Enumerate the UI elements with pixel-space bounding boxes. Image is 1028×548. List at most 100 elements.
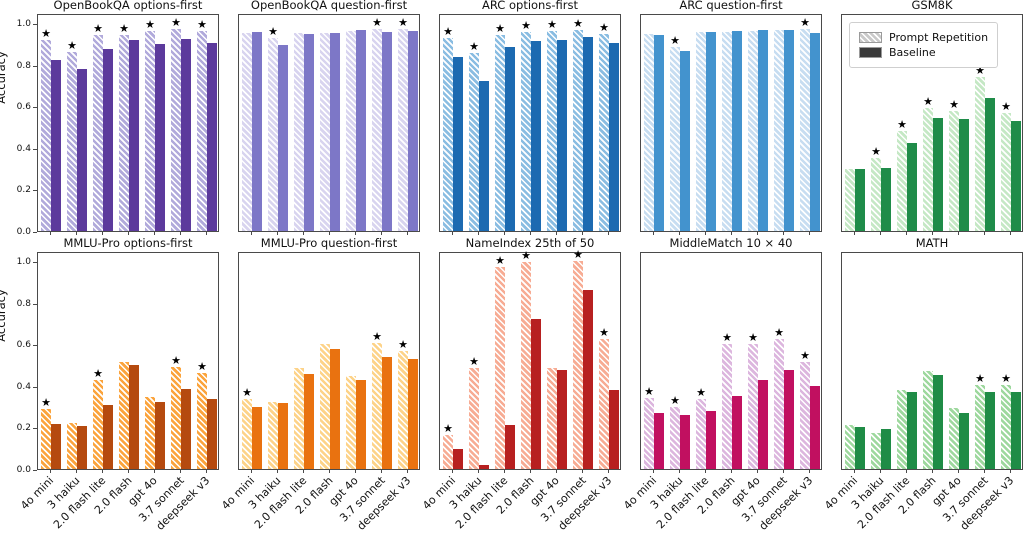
bar-repetition — [800, 361, 810, 469]
bar-baseline — [855, 168, 865, 231]
x-tick-mark — [679, 232, 680, 235]
bar-baseline — [51, 60, 61, 231]
y-tick-mark — [33, 24, 37, 25]
bar-baseline — [583, 36, 593, 231]
plot-area: ★ ★ ★ — [238, 252, 420, 470]
y-tick-label: 0.0 — [16, 465, 31, 475]
bar-baseline — [959, 412, 969, 469]
significance-star: ★ — [1001, 100, 1011, 114]
bar-baseline — [207, 399, 217, 469]
y-tick-mark — [33, 65, 37, 67]
chart-middlematch-10-40: MiddleMatch 10 × 40 ★ ★ ★ ★ ★ ★ ★ 4o mini 3 haiku… — [621, 236, 822, 533]
bar-baseline — [609, 42, 619, 231]
chart-arc-question-first: ARC question-first ★ ★ — [640, 0, 822, 235]
bar-baseline — [382, 356, 392, 469]
bar-baseline — [181, 38, 191, 231]
x-tick-mark — [783, 470, 784, 473]
x-tick-mark — [381, 232, 382, 235]
chart-title: GSM8K — [911, 0, 953, 12]
bar-repetition — [547, 31, 557, 231]
x-tick-mark — [102, 470, 103, 473]
x-tick-mark — [180, 232, 181, 235]
y-tick-label: 0.6 — [16, 102, 31, 113]
x-tick-labels: 4o mini 3 haiku 2.0 flash lite 2.0 flash gpt… — [18, 470, 219, 548]
bar-repetition — [495, 267, 505, 469]
bar-baseline — [382, 31, 392, 231]
significance-star: ★ — [573, 248, 583, 261]
x-tick-mark — [958, 232, 959, 235]
x-tick-mark — [206, 232, 207, 235]
plot-area: ★ ★ ★ ★ ★ ★ ★ — [640, 252, 822, 470]
bar-repetition — [495, 35, 505, 231]
x-tick-mark — [504, 470, 505, 473]
plot-area: ★ ★ ★ ★ ★ ★ Prompt Repetition Baseline — [841, 14, 1023, 232]
chart-title: ARC options-first — [482, 0, 578, 12]
x-tick-mark — [128, 232, 129, 235]
y-tick-label: 0.8 — [16, 298, 31, 309]
bar-baseline — [356, 29, 366, 231]
significance-star: ★ — [119, 22, 129, 36]
bar-repetition — [871, 432, 881, 469]
bar-repetition — [268, 37, 278, 231]
bar-baseline — [252, 406, 262, 469]
significance-star: ★ — [949, 98, 959, 112]
significance-star: ★ — [443, 24, 453, 38]
significance-star: ★ — [93, 366, 103, 380]
x-tick-mark — [556, 470, 557, 473]
bar-repetition — [242, 399, 252, 469]
significance-star: ★ — [599, 326, 609, 339]
x-tick-mark — [128, 470, 129, 473]
bar-repetition — [696, 32, 706, 231]
x-tick-mark — [407, 470, 408, 473]
significance-star: ★ — [469, 355, 479, 369]
bar-repetition — [67, 423, 77, 469]
bar-repetition — [320, 32, 330, 231]
bar-repetition — [372, 343, 382, 469]
bar-repetition — [521, 32, 531, 231]
bar-repetition — [346, 30, 356, 231]
chart-math: MATH ★ ★ 4o mini 3 haiku 2.0 flash lite 2.0 fl… — [822, 236, 1023, 533]
bar-baseline — [304, 33, 314, 231]
significance-star: ★ — [398, 338, 408, 352]
x-tick-mark — [932, 470, 933, 473]
x-tick-mark — [303, 470, 304, 473]
bar-repetition — [1001, 113, 1011, 231]
legend-label: Prompt Repetition — [889, 31, 989, 44]
y-tick-label: 0.6 — [16, 340, 31, 351]
legend-swatch-solid — [859, 47, 882, 58]
significance-star: ★ — [197, 360, 207, 374]
x-tick-mark — [478, 232, 479, 235]
significance-star: ★ — [800, 348, 810, 362]
bar-repetition — [949, 111, 959, 231]
x-tick-mark — [556, 232, 557, 235]
chart-title: OpenBookQA question-first — [250, 0, 408, 12]
bar-repetition — [145, 31, 155, 231]
y-axis-label: Accuracy — [0, 289, 8, 342]
bar-baseline — [453, 57, 463, 231]
chart-gsm8k: GSM8K ★ ★ ★ ★ ★ ★ Prompt Repetition Baseline — [841, 0, 1023, 235]
bar-baseline — [479, 464, 489, 469]
bar-repetition — [949, 407, 959, 469]
bar-repetition — [67, 52, 77, 231]
bar-repetition — [320, 344, 330, 469]
bar-repetition — [897, 389, 907, 469]
bar-repetition — [923, 371, 933, 469]
y-tick-mark — [33, 262, 37, 263]
bar-repetition — [443, 37, 453, 231]
bar-repetition — [774, 339, 784, 469]
x-tick-mark — [452, 470, 453, 473]
bar-repetition — [294, 368, 304, 469]
y-tick-mark — [33, 303, 37, 305]
bar-repetition — [748, 30, 758, 231]
y-tick-label: 0.0 — [16, 227, 31, 237]
significance-star: ★ — [923, 95, 933, 109]
x-tick-mark — [277, 232, 278, 235]
x-tick-mark — [1010, 470, 1011, 473]
bar-baseline — [680, 414, 690, 469]
plot-area: ★ ★ ★ ★ ★ ★ ★ — [439, 14, 621, 232]
x-tick-mark — [478, 470, 479, 473]
chart-mmlu-pro-options-first: MMLU-Pro options-first ★ ★ ★ ★ 0.0 0.2 0.4 0.6 0.… — [0, 236, 219, 533]
bar-repetition — [845, 425, 855, 469]
bar-baseline — [531, 40, 541, 231]
x-tick-mark — [355, 232, 356, 235]
